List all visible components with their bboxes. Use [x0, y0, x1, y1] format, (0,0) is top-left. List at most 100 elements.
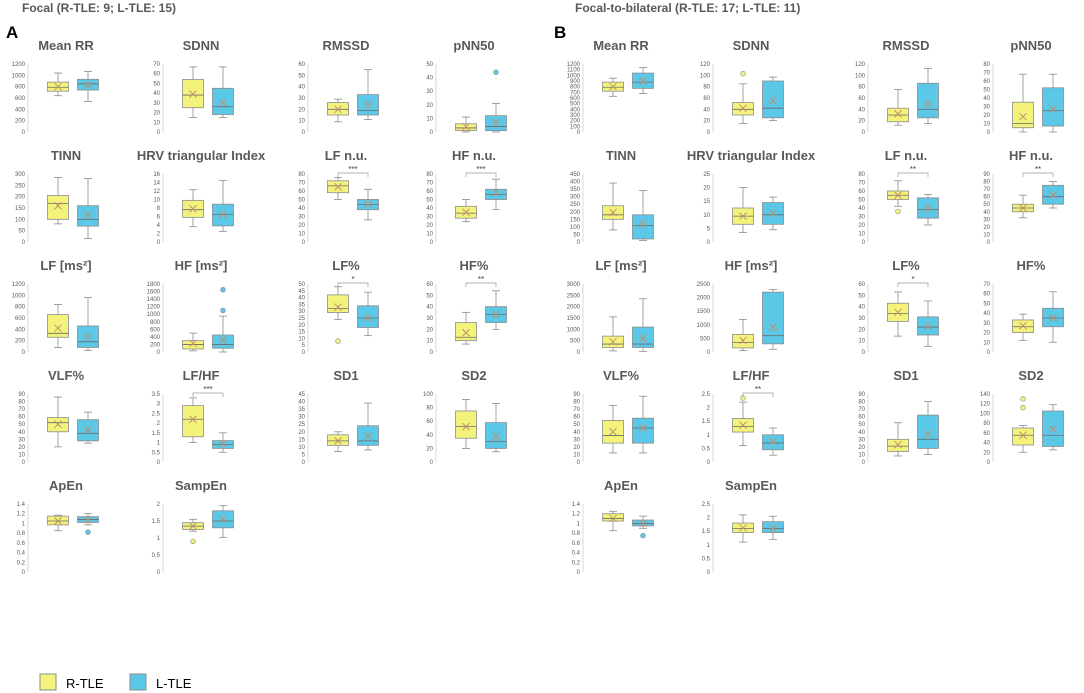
y-tick-label: 5	[707, 226, 711, 232]
box-l-tle	[485, 422, 507, 449]
y-tick-label: 60	[18, 415, 25, 421]
significance-label: ***	[476, 165, 485, 174]
y-tick-label: 0	[157, 350, 161, 356]
significance-bracket	[337, 172, 369, 177]
y-tick-label: 200	[15, 119, 26, 125]
mean-marker-l-tle	[84, 332, 92, 341]
y-tick-label: 100	[423, 392, 434, 398]
y-tick-label: 10	[298, 445, 305, 451]
y-tick-label: 1	[707, 433, 711, 439]
panel-b-label: B	[554, 23, 566, 42]
subplot-title: LF/HF	[733, 368, 770, 383]
mean-marker-r-tle	[1019, 321, 1027, 330]
y-tick-label: 15	[703, 199, 710, 205]
y-tick-label: 35	[298, 407, 305, 413]
y-tick-label: 600	[150, 327, 161, 333]
y-tick-label: 70	[426, 181, 433, 187]
mean-marker-r-tle	[189, 90, 197, 98]
y-tick-label: 40	[426, 206, 433, 212]
mean-marker-l-tle	[1049, 314, 1057, 322]
significance-label: *	[351, 275, 354, 284]
subplot-sampen: SampEn 0 0.5 1 1.5 2	[152, 478, 234, 576]
y-tick-label: 30	[573, 437, 580, 443]
y-tick-label: 10	[858, 232, 865, 238]
y-tick-label: 0	[987, 350, 991, 356]
outlier-point-l-tle	[85, 529, 91, 535]
y-tick-label: 60	[858, 282, 865, 288]
mean-marker-r-tle	[739, 212, 747, 221]
y-tick-label: 16	[153, 172, 160, 178]
y-tick-label: 50	[983, 301, 990, 307]
y-tick-label: 120	[855, 62, 866, 68]
y-tick-label: 500	[700, 336, 711, 342]
y-tick-label: 1	[707, 543, 711, 549]
y-tick-label: 10	[426, 232, 433, 238]
box-r-tle	[455, 322, 477, 342]
y-tick-label: 120	[700, 62, 711, 68]
box-l-tle	[357, 425, 379, 446]
y-tick-label: 30	[983, 217, 990, 223]
outlier-point-l-tle	[220, 307, 226, 314]
significance-label: **	[1035, 165, 1041, 174]
subplot-title: SampEn	[175, 478, 227, 493]
y-tick-label: 1.5	[152, 519, 161, 525]
mean-marker-l-tle	[639, 220, 647, 228]
mean-marker-l-tle	[219, 515, 227, 524]
y-tick-label: 70	[983, 187, 990, 193]
y-tick-label: 60	[983, 431, 990, 437]
y-tick-label: 0	[987, 460, 991, 466]
subplot-lf-pct: LF% 0 10 20 30 40 50 60 *	[858, 258, 939, 356]
y-tick-label: 1.5	[702, 529, 711, 535]
y-tick-label: 30	[858, 215, 865, 221]
y-tick-label: 5	[302, 452, 306, 458]
subplot-lf-hf: LF/HF 0 0.5 1 1.5 2 2.5 3 3.5 ***	[152, 368, 234, 466]
mean-marker-l-tle	[924, 430, 932, 438]
significance-bracket	[465, 172, 497, 177]
mean-marker-r-tle	[1019, 431, 1027, 440]
y-tick-label: 0.5	[152, 553, 161, 559]
y-tick-label: 2500	[567, 293, 581, 299]
mean-marker-l-tle	[769, 524, 777, 533]
y-tick-label: 1200	[567, 62, 581, 68]
y-tick-label: 60	[426, 189, 433, 195]
mean-marker-l-tle	[639, 334, 647, 343]
mean-marker-r-tle	[1019, 204, 1027, 212]
mean-marker-l-tle	[84, 425, 92, 434]
y-tick-label: 0	[157, 130, 161, 136]
subplot-mean-rr: Mean RR010020030040050060070080090010001…	[567, 38, 654, 136]
y-tick-label: 8	[157, 206, 161, 212]
y-tick-label: 0.5	[702, 446, 711, 452]
significance-label: ***	[203, 385, 212, 394]
mean-marker-r-tle	[334, 105, 342, 114]
mean-marker-l-tle	[219, 439, 227, 448]
y-tick-label: 10	[298, 119, 305, 125]
y-tick-label: 2.5	[152, 411, 161, 417]
y-tick-label: 20	[858, 445, 865, 451]
significance-bracket	[192, 392, 224, 397]
outlier-point-l-tle	[640, 532, 646, 539]
mean-marker-l-tle	[639, 77, 647, 85]
significance-bracket	[337, 282, 369, 287]
y-tick-label: 1.2	[17, 512, 26, 518]
y-tick-label: 20	[703, 186, 710, 192]
y-tick-label: 45	[298, 289, 305, 295]
mean-marker-l-tle	[219, 336, 227, 344]
significance-label: *	[911, 275, 914, 284]
y-tick-label: 50	[573, 422, 580, 428]
subplot-hf-pct: HF% 0 10 20 30 40 50 60 70	[983, 258, 1064, 356]
significance-bracket	[742, 392, 774, 397]
box-l-tle	[917, 82, 939, 119]
y-tick-label: 60	[573, 415, 580, 421]
y-tick-label: 200	[150, 342, 161, 348]
subplot-title: SampEn	[725, 478, 777, 493]
y-tick-label: 200	[15, 339, 26, 345]
box-l-tle	[762, 80, 784, 119]
y-tick-label: 1	[157, 536, 161, 542]
y-tick-label: 90	[858, 392, 865, 398]
y-tick-label: 100	[980, 411, 991, 417]
subplot-mean-rr: Mean RR 0 200 400 600 800 1000 1200	[12, 38, 99, 136]
y-tick-label: 2500	[697, 282, 711, 288]
mean-marker-l-tle	[492, 310, 500, 319]
subplot-sd2: SD2 0 20 40 60 80 100 120 140	[980, 368, 1064, 466]
mean-marker-l-tle	[492, 188, 500, 197]
